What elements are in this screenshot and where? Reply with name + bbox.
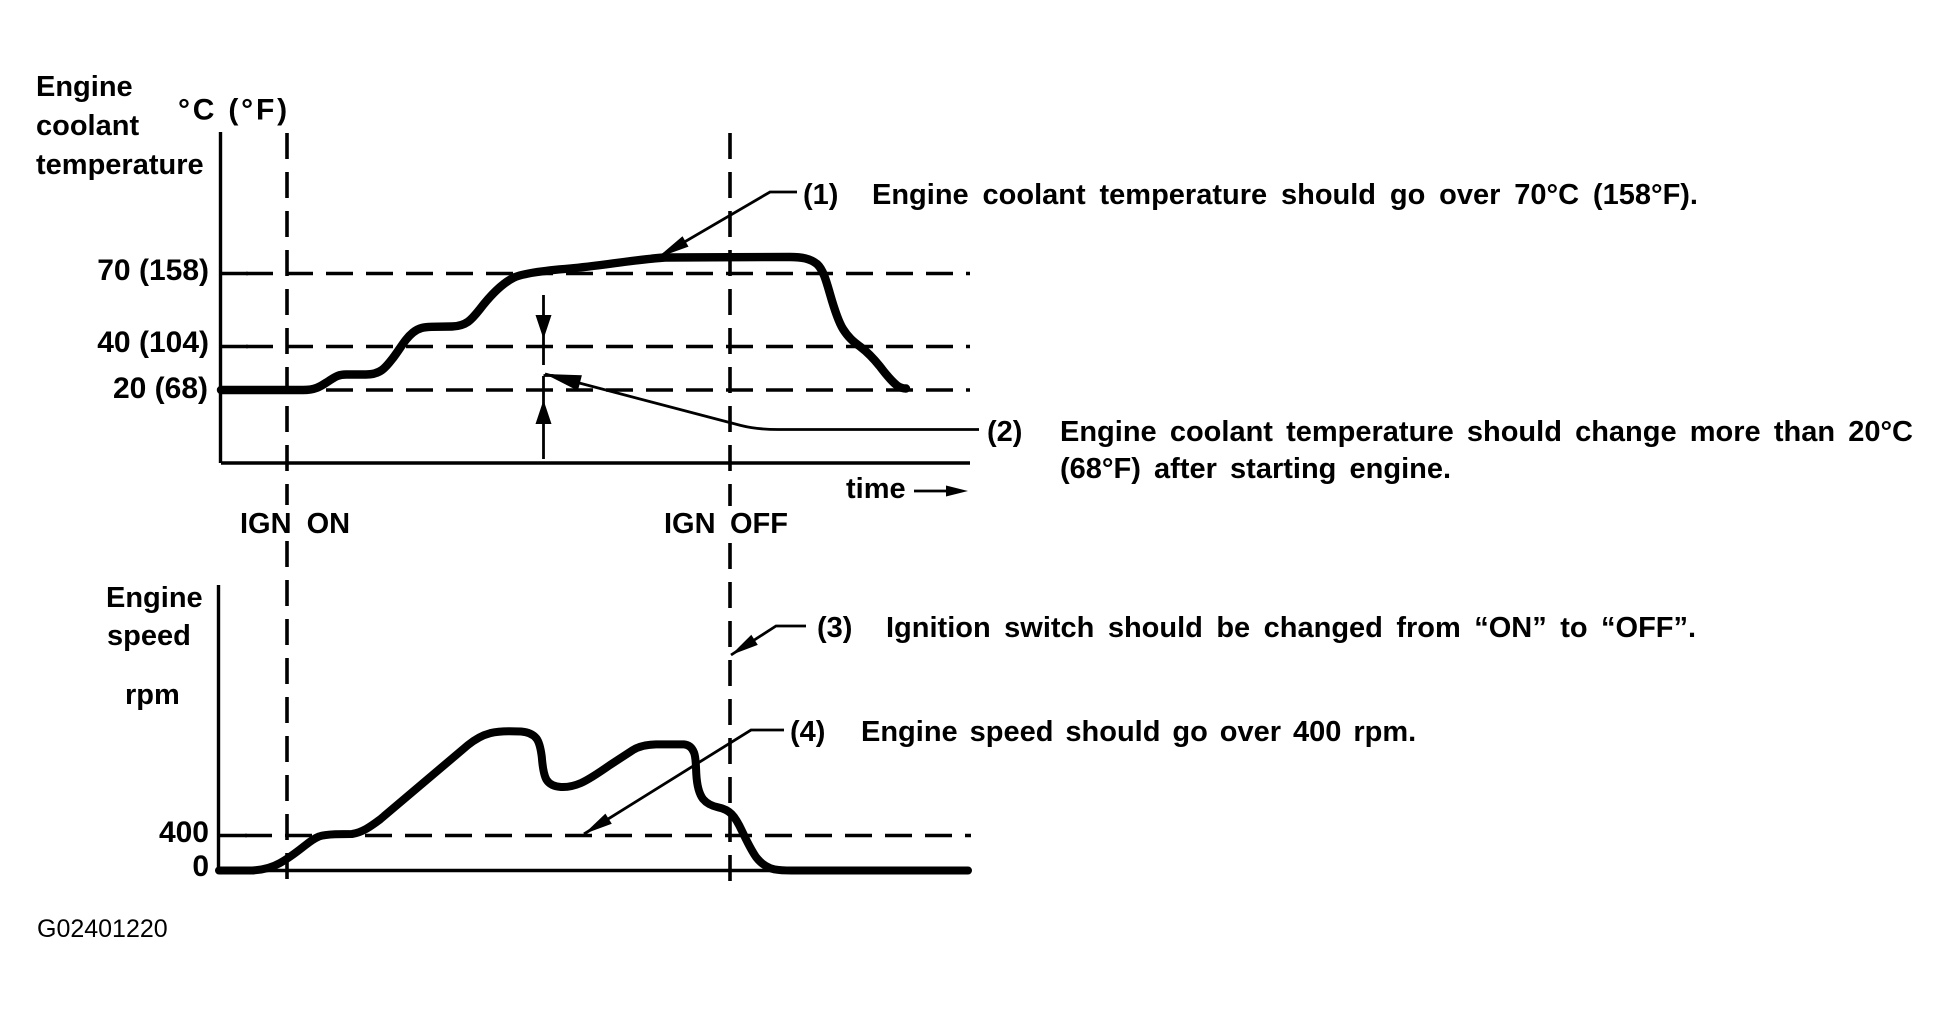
- svg-text:Engine coolant temperature sho: Engine coolant temperature should change…: [1060, 416, 1913, 448]
- svg-text:Engine: Engine: [36, 71, 133, 103]
- svg-text:G02401220: G02401220: [37, 915, 168, 943]
- svg-text:400: 400: [159, 816, 209, 849]
- svg-text:(3): (3): [817, 612, 852, 644]
- svg-text:temperature: temperature: [36, 149, 204, 181]
- svg-text:Ignition switch should be chan: Ignition switch should be changed from “…: [886, 612, 1696, 644]
- svg-text:20 (68): 20 (68): [113, 372, 208, 405]
- svg-text:time: time: [846, 473, 906, 505]
- svg-text:°C (°F): °C (°F): [178, 94, 290, 127]
- svg-text:coolant: coolant: [36, 110, 139, 142]
- svg-text:IGN ON: IGN ON: [240, 508, 350, 540]
- svg-text:speed: speed: [107, 620, 191, 652]
- svg-text:IGN: IGN: [664, 508, 716, 540]
- svg-text:(68°F) after starting engine.: (68°F) after starting engine.: [1060, 453, 1451, 485]
- svg-text:(4): (4): [790, 716, 825, 748]
- svg-text:Engine speed should go over 40: Engine speed should go over 400 rpm.: [861, 716, 1416, 748]
- svg-text:(1): (1): [803, 179, 838, 211]
- svg-text:Engine coolant temperature sho: Engine coolant temperature should go ove…: [872, 179, 1698, 211]
- svg-text:40 (104): 40 (104): [97, 326, 209, 359]
- svg-text:Engine: Engine: [106, 582, 203, 614]
- svg-text:70 (158): 70 (158): [97, 254, 209, 287]
- svg-text:OFF: OFF: [730, 508, 788, 540]
- svg-text:(2): (2): [987, 416, 1022, 448]
- svg-text:rpm: rpm: [125, 679, 180, 711]
- svg-text:0: 0: [192, 850, 209, 883]
